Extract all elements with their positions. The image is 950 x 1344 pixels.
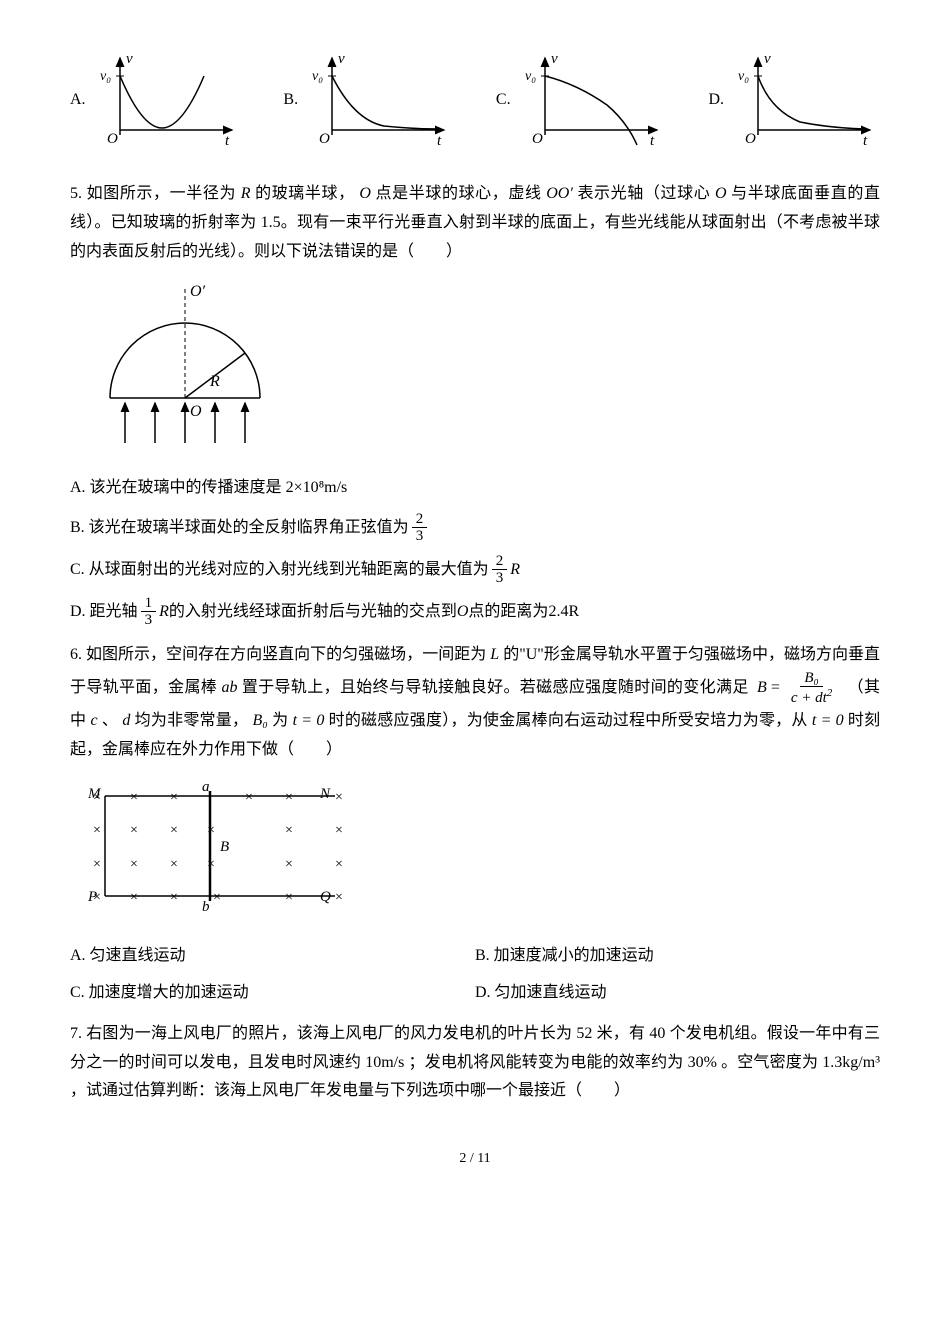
svg-text:×: ×	[170, 857, 178, 872]
q6-optB[interactable]: B. 加速度减小的加速运动	[475, 942, 880, 971]
svg-text:×: ×	[93, 890, 101, 905]
frac-1-3-d: 1 3	[141, 595, 157, 629]
q5-optD-value: 2.4R	[548, 598, 579, 627]
svg-text:×: ×	[285, 857, 293, 872]
svg-text:N: N	[319, 786, 331, 802]
svg-text:B: B	[220, 839, 229, 855]
svg-text:t: t	[437, 133, 442, 149]
svg-text:v: v	[338, 51, 345, 67]
svg-text:×: ×	[207, 857, 215, 872]
q6-options-row1: A. 匀速直线运动 B. 加速度减小的加速运动	[70, 942, 880, 971]
q6-optC[interactable]: C. 加速度增大的加速运动	[70, 979, 475, 1008]
svg-text:v₀: v₀	[738, 69, 749, 84]
q7-density: 1.3kg/m³	[822, 1054, 880, 1071]
svg-text:v: v	[764, 51, 771, 67]
svg-text:×: ×	[170, 890, 178, 905]
svg-text:×: ×	[207, 823, 215, 838]
svg-text:×: ×	[130, 790, 138, 805]
svg-text:v₀: v₀	[525, 69, 536, 84]
svg-text:×: ×	[170, 790, 178, 805]
svg-text:t: t	[225, 133, 230, 149]
q5-O2: O	[715, 185, 727, 202]
svg-text:×: ×	[93, 790, 101, 805]
svg-text:O: O	[532, 131, 543, 147]
q5-OO: OO′	[546, 185, 573, 202]
svg-text:×: ×	[245, 790, 253, 805]
svg-text:×: ×	[130, 823, 138, 838]
svg-text:×: ×	[130, 890, 138, 905]
svg-text:×: ×	[170, 823, 178, 838]
q4-optC-label: C.	[496, 86, 511, 115]
svg-text:b: b	[202, 899, 210, 915]
q4-option-b[interactable]: B. v t O v₀	[283, 50, 454, 150]
q6-text: 6. 如图所示，空间存在方向竖直向下的匀强磁场，一间距为 L 的"U"形金属导轨…	[70, 641, 880, 764]
q5-optC[interactable]: C. 从球面射出的光线对应的入射光线到光轴距离的最大值为 2 3 R	[70, 553, 880, 587]
vt-graph-a: v t O v₀	[92, 50, 242, 150]
svg-text:a: a	[202, 779, 210, 795]
svg-text:v₀: v₀	[312, 69, 323, 84]
svg-text:×: ×	[285, 823, 293, 838]
q4-option-c[interactable]: C. v t O v₀	[496, 50, 667, 150]
svg-text:Q: Q	[320, 889, 331, 905]
svg-text:×: ×	[285, 890, 293, 905]
q7-efficiency: 30%	[688, 1054, 717, 1071]
q5-figure: R O O′	[90, 278, 880, 459]
q5-O1: O	[359, 185, 371, 202]
svg-text:t: t	[650, 133, 655, 149]
svg-text:×: ×	[335, 857, 343, 872]
q6-formula-frac: B₀ c + dt2	[787, 670, 836, 707]
vt-graph-c: v t O v₀	[517, 50, 667, 150]
svg-text:×: ×	[130, 857, 138, 872]
svg-text:O: O	[107, 131, 118, 147]
q4-option-a[interactable]: A. v t O v₀	[70, 50, 242, 150]
svg-text:×: ×	[93, 857, 101, 872]
q5-optD[interactable]: D. 距光轴 1 3 R 的入射光线经球面折射后与光轴的交点到 O 点的距离为 …	[70, 595, 880, 629]
vt-graph-b: v t O v₀	[304, 50, 454, 150]
q4-optB-label: B.	[283, 86, 298, 115]
q6-optA[interactable]: A. 匀速直线运动	[70, 942, 475, 971]
svg-text:O: O	[319, 131, 330, 147]
svg-text:×: ×	[93, 823, 101, 838]
svg-text:v₀: v₀	[100, 69, 111, 84]
page-number: 2 / 11	[70, 1146, 880, 1171]
svg-text:×: ×	[335, 890, 343, 905]
q4-option-d[interactable]: D. v t O v₀	[708, 50, 880, 150]
q4-optA-label: A.	[70, 86, 86, 115]
q5-optA-value: 2×10⁸m/s	[286, 474, 348, 503]
q6-options-row2: C. 加速度增大的加速运动 D. 匀加速直线运动	[70, 979, 880, 1008]
q7-text: 7. 右图为一海上风电厂的照片，该海上风电厂的风力发电机的叶片长为 52 米，有…	[70, 1020, 880, 1106]
q6-optD[interactable]: D. 匀加速直线运动	[475, 979, 880, 1008]
svg-text:O′: O′	[190, 283, 206, 300]
svg-text:×: ×	[335, 790, 343, 805]
q4-optD-label: D.	[708, 86, 724, 115]
svg-text:×: ×	[285, 790, 293, 805]
q6-figure: M N P Q a b B ×××××× ×××××× ×××××× ×××××…	[80, 776, 880, 927]
svg-text:v: v	[126, 51, 133, 67]
q4-options-row: A. v t O v₀ B. v t O v₀ C.	[70, 50, 880, 150]
q5-optA[interactable]: A. 该光在玻璃中的传播速度是 2×10⁸m/s	[70, 474, 880, 503]
q5-optB[interactable]: B. 该光在玻璃半球面处的全反射临界角正弦值为 2 3	[70, 511, 880, 545]
svg-text:×: ×	[335, 823, 343, 838]
svg-text:R: R	[209, 373, 220, 390]
frac-2-3-b: 2 3	[412, 511, 428, 545]
svg-text:t: t	[863, 133, 868, 149]
q5-R: R	[241, 185, 251, 202]
vt-graph-d: v t O v₀	[730, 50, 880, 150]
q7-windspeed: 10m/s	[365, 1054, 404, 1071]
q5-text: 5. 如图所示，一半径为 R 的玻璃半球， O 点是半球的球心，虚线 OO′ 表…	[70, 180, 880, 266]
svg-text:v: v	[551, 51, 558, 67]
svg-text:O: O	[190, 403, 202, 420]
frac-2-3-c: 2 3	[492, 553, 508, 587]
svg-text:×: ×	[213, 890, 221, 905]
svg-text:O: O	[745, 131, 756, 147]
